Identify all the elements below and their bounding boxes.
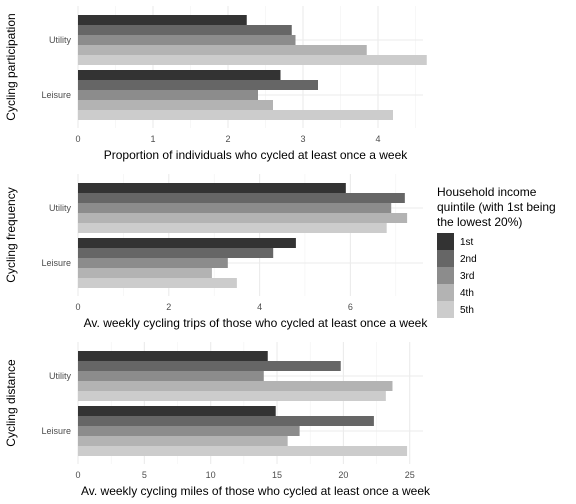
bar-utility-5th	[78, 391, 386, 401]
category-label: Utility	[49, 203, 71, 213]
legend-key-4th	[437, 284, 454, 301]
category-label: Leisure	[41, 258, 71, 268]
bar-leisure-2nd	[78, 80, 318, 90]
x-tick-label: 1	[150, 134, 155, 144]
bar-leisure-2nd	[78, 416, 374, 426]
y-axis-title: Cycling distance	[4, 359, 18, 447]
bar-utility-1st	[78, 15, 247, 25]
bar-utility-3rd	[78, 371, 264, 381]
bar-utility-5th	[78, 55, 427, 65]
legend-label: 2nd	[460, 254, 477, 265]
bar-utility-1st	[78, 183, 346, 193]
legend-key-5th	[437, 301, 454, 318]
bar-leisure-1st	[78, 238, 296, 248]
legend-label: 3rd	[460, 271, 474, 282]
bar-leisure-3rd	[78, 426, 300, 436]
x-axis-title: Av. weekly cycling trips of those who cy…	[84, 316, 429, 330]
y-axis-title: Cycling participation	[4, 13, 18, 120]
bar-leisure-4th	[78, 436, 288, 446]
x-tick-label: 20	[338, 470, 348, 480]
x-tick-label: 5	[142, 470, 147, 480]
panel-2: 0 2 4 6 Utility Leisure Av. weekly cycling tri…	[4, 174, 428, 330]
bar-utility-4th	[78, 213, 408, 223]
x-tick-label: 3	[300, 134, 305, 144]
x-tick-label: 2	[225, 134, 230, 144]
bar-leisure-5th	[78, 446, 408, 456]
x-tick-label: 10	[206, 470, 216, 480]
bar-leisure-1st	[78, 70, 281, 80]
category-label: Utility	[49, 35, 71, 45]
bar-leisure-2nd	[78, 248, 274, 258]
category-label: Leisure	[41, 426, 71, 436]
chart-panels: 0 1 2 3 4 Utility Leisure Proportion of individ…	[4, 6, 431, 498]
bar-leisure-4th	[78, 268, 212, 278]
x-tick-label: 15	[272, 470, 282, 480]
bar-utility-4th	[78, 381, 393, 391]
legend-title-line-3: the lowest 20%)	[437, 215, 522, 229]
bar-leisure-1st	[78, 406, 276, 416]
x-axis-title: Av. weekly cycling miles of those who cy…	[81, 484, 431, 498]
bar-leisure-4th	[78, 100, 273, 110]
category-label: Leisure	[41, 90, 71, 100]
legend: Household income quintile (with 1st bein…	[437, 185, 556, 318]
x-tick-label: 0	[75, 302, 80, 312]
x-tick-label: 0	[75, 470, 80, 480]
bar-utility-3rd	[78, 203, 392, 213]
bar-utility-1st	[78, 351, 268, 361]
bar-utility-4th	[78, 45, 367, 55]
panel-3: 0 5 10 15 20 25 Utility Leisure Av. weekly cycli…	[4, 342, 431, 498]
bar-utility-2nd	[78, 25, 292, 35]
bar-utility-2nd	[78, 193, 405, 203]
x-tick-label: 2	[166, 302, 171, 312]
bar-utility-3rd	[78, 35, 296, 45]
x-tick-label: 4	[257, 302, 262, 312]
legend-label: 1st	[460, 237, 474, 248]
category-label: Utility	[49, 371, 71, 381]
legend-label: 5th	[460, 305, 474, 316]
panel-1: 0 1 2 3 4 Utility Leisure Proportion of individ…	[4, 6, 427, 162]
legend-key-3rd	[437, 267, 454, 284]
legend-title-line-1: Household income	[437, 185, 537, 199]
x-tick-label: 25	[405, 470, 415, 480]
legend-key-1st	[437, 233, 454, 250]
x-tick-label: 4	[375, 134, 380, 144]
bar-utility-2nd	[78, 361, 341, 371]
x-tick-label: 0	[75, 134, 80, 144]
bar-leisure-3rd	[78, 258, 228, 268]
bar-leisure-3rd	[78, 90, 258, 100]
bar-leisure-5th	[78, 278, 237, 288]
legend-key-2nd	[437, 250, 454, 267]
y-axis-title: Cycling frequency	[4, 187, 18, 282]
x-tick-label: 6	[348, 302, 353, 312]
legend-items: 1st 2nd 3rd 4th 5th	[437, 233, 477, 318]
legend-label: 4th	[460, 288, 474, 299]
bar-utility-5th	[78, 223, 387, 233]
bar-leisure-5th	[78, 110, 393, 120]
legend-title-line-2: quintile (with 1st being	[437, 200, 556, 214]
x-axis-title: Proportion of individuals who cycled at …	[104, 148, 409, 162]
